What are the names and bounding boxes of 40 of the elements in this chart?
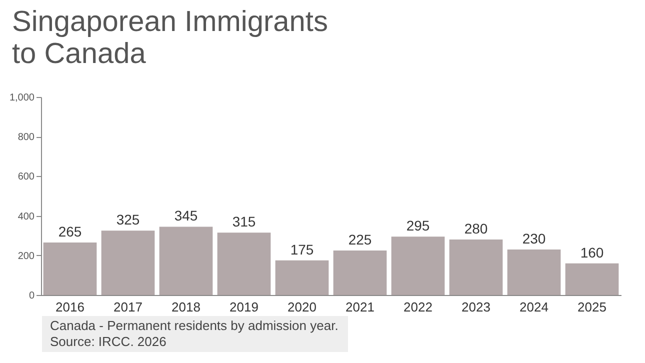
data-label: 160 [580,244,604,260]
x-tick-label: 2024 [520,300,548,314]
bar [507,249,561,295]
data-label: 345 [174,208,198,224]
data-label: 175 [290,241,314,258]
x-tick-label: 2017 [114,300,142,314]
x-tick-label: 2021 [346,300,374,314]
bar [217,232,271,295]
data-label: 325 [116,212,140,228]
y-tick-label: 0 [28,290,35,302]
bar [449,240,503,295]
data-label: 265 [58,224,82,240]
bar [43,242,97,295]
x-tick-label: 2023 [462,300,490,314]
y-tick-label: 800 [18,132,35,144]
x-tick-label: 2020 [288,300,316,314]
x-tick-label: 2016 [56,300,84,314]
x-tick-label: 2025 [578,300,606,314]
y-tick-label: 1,000 [9,92,35,104]
y-tick-label: 600 [18,172,35,183]
data-label: 295 [406,218,430,234]
data-label: 230 [522,230,546,246]
bar [565,263,619,295]
bar [391,236,445,295]
text: Canada - Permanent residents by admission year. [50,318,340,334]
bar [333,250,387,295]
chart-subtitle: to Canada [12,38,147,70]
data-label: 315 [232,214,256,230]
x-tick-label: 2022 [404,300,432,314]
bar [159,226,213,295]
x-tick-label: 2019 [230,300,258,314]
chart-title: Singaporean Immigrants [12,6,328,38]
data-label: 225 [348,231,372,248]
source-note: Source: IRCC. 2026 [50,334,168,350]
x-tick-label: 2018 [172,300,200,314]
bar [275,260,329,295]
data-label: 280 [464,220,488,237]
y-tick-label: 200 [18,250,35,262]
bar [101,230,155,295]
y-tick-label: 400 [18,211,35,222]
